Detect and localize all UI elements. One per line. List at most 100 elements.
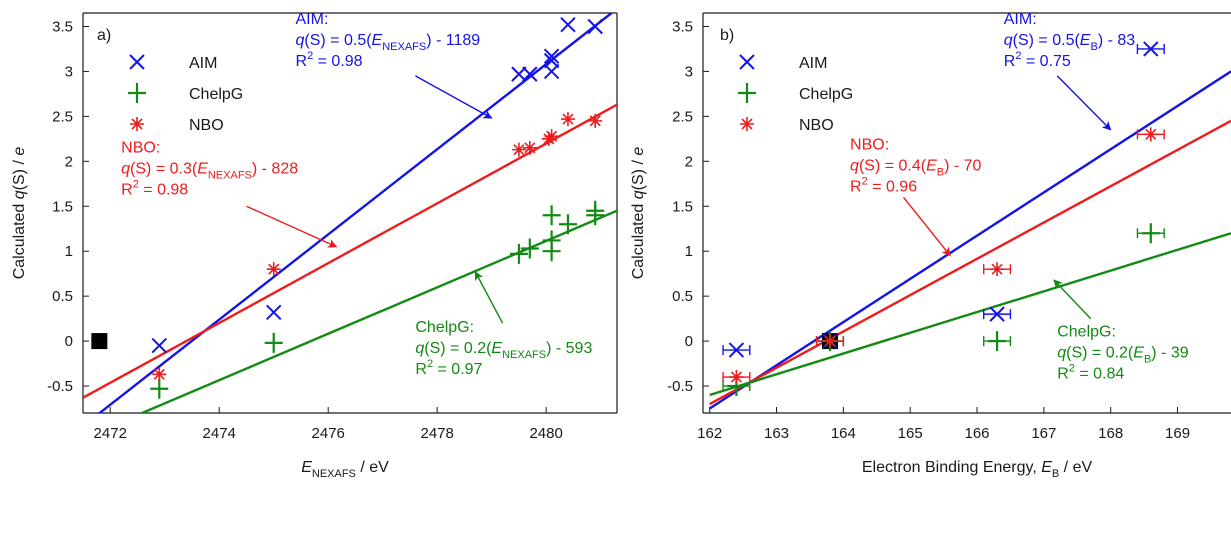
- annotation-line-chelpg: R2 = 0.84: [1057, 363, 1124, 383]
- x-tick-label-a: 2478: [420, 425, 453, 442]
- fit-line-nbo: [83, 103, 617, 399]
- y-tick-label-a: 0: [65, 333, 73, 350]
- x-tick-label-a: 2476: [312, 425, 345, 442]
- y-axis-title-a: Calculated q(S) / e: [11, 147, 28, 280]
- point-aim: [543, 48, 560, 64]
- point-nbo: [511, 142, 526, 157]
- y-tick-label-a: 2: [65, 153, 73, 170]
- x-tick-label-b: 163: [764, 425, 789, 442]
- annotation-line-aim: AIM:: [296, 11, 329, 28]
- y-tick-label-b: 0: [685, 333, 693, 350]
- x-tick-label-a: 2474: [203, 425, 236, 442]
- point-chelpg: [542, 205, 561, 226]
- point-chelpg: [520, 238, 539, 259]
- annotation-line-nbo: R2 = 0.98: [121, 178, 188, 198]
- legend-marker-nbo: [740, 117, 754, 131]
- data-points-b: [722, 41, 1165, 397]
- point-aim: [728, 342, 745, 358]
- y-tick-label-a: 1: [65, 243, 73, 260]
- y-tick-label-a: 3: [65, 63, 73, 80]
- annotation-line-nbo: q(S) = 0.3(ENEXAFS) - 828: [121, 160, 298, 181]
- point-aim: [543, 52, 560, 69]
- y-tick-label-b: -0.5: [667, 378, 693, 395]
- legend-label-nbo: NBO: [799, 117, 834, 134]
- reference-point: [91, 333, 108, 350]
- annotation-line-nbo: NBO:: [850, 137, 889, 154]
- annotation-line-chelpg: ChelpG:: [415, 319, 474, 336]
- annotation-line-aim: R2 = 0.98: [296, 50, 363, 70]
- point-chelpg: [264, 332, 283, 353]
- legend-label-aim: AIM: [189, 55, 217, 72]
- point-aim: [266, 304, 282, 321]
- panel-a: 2472 2474 2476 2478 2480 -0.5 0 0.5 1 1.5 2 2.5 3 3.5…: [11, 11, 618, 480]
- point-aim: [1143, 41, 1159, 57]
- x-tick-label-b: 164: [831, 425, 856, 442]
- annotation-line-aim: AIM:: [1004, 11, 1037, 28]
- legend-label-nbo: NBO: [189, 117, 224, 134]
- annotation-line-chelpg: ChelpG:: [1057, 324, 1116, 341]
- point-nbo: [152, 367, 167, 382]
- y-tick-label-b: 0.5: [672, 288, 693, 305]
- annotation-line-nbo: R2 = 0.96: [850, 176, 917, 196]
- annotation-line-nbo: NBO:: [121, 139, 160, 156]
- x-tick-label-b: 162: [697, 425, 722, 442]
- annotation-line-aim: R2 = 0.75: [1004, 50, 1071, 70]
- panel-label-b: b): [720, 27, 734, 44]
- x-tick-label-b: 168: [1098, 425, 1123, 442]
- annotation-line-chelpg: q(S) = 0.2(EB) - 39: [1057, 345, 1189, 366]
- annotation-line-chelpg: R2 = 0.97: [415, 358, 482, 378]
- point-nbo: [990, 262, 1005, 277]
- legend-label-chelpg: ChelpG: [189, 86, 243, 103]
- annotation-line-aim: q(S) = 0.5(EB) - 83: [1004, 32, 1136, 53]
- fit-line-aim: [709, 70, 1231, 410]
- x-tick-label-b: 166: [965, 425, 990, 442]
- point-chelpg: [1141, 223, 1160, 244]
- point-aim: [522, 66, 538, 82]
- point-nbo: [1143, 127, 1158, 142]
- point-nbo: [560, 112, 575, 127]
- annotation-arrow-chelpg: [474, 271, 504, 324]
- x-axis-title-b: Electron Binding Energy, EB / eV: [862, 459, 1093, 480]
- annotation-arrow-nbo: [902, 196, 951, 257]
- legend-marker-aim: [129, 54, 145, 70]
- annotation-line-aim: q(S) = 0.5(ENEXAFS) - 1189: [296, 32, 481, 53]
- point-chelpg: [150, 378, 169, 399]
- annotation-arrow-aim: [1056, 75, 1112, 131]
- annotation-line-nbo: q(S) = 0.4(EB) - 70: [850, 158, 982, 179]
- point-nbo: [588, 113, 603, 128]
- legend-label-aim: AIM: [799, 55, 827, 72]
- point-chelpg: [509, 243, 528, 264]
- y-tick-label-a: -0.5: [47, 378, 73, 395]
- legend-marker-nbo: [130, 117, 144, 131]
- panel-label-a: a): [97, 27, 111, 44]
- point-nbo: [544, 129, 559, 144]
- point-nbo: [822, 334, 837, 349]
- point-nbo: [266, 262, 281, 277]
- x-tick-label-a: 2480: [529, 425, 562, 442]
- data-points-a: [150, 16, 605, 399]
- annotation-arrow-aim: [415, 75, 493, 119]
- legend-marker-chelpg: [738, 83, 756, 103]
- y-tick-label-b: 1.5: [672, 198, 693, 215]
- annotation-arrow-chelpg: [1053, 279, 1092, 320]
- y-tick-label-b: 3: [685, 63, 693, 80]
- x-tick-label-b: 169: [1165, 425, 1190, 442]
- legend-marker-aim: [739, 54, 755, 70]
- y-tick-label-a: 2.5: [52, 108, 73, 125]
- y-tick-label-a: 1.5: [52, 198, 73, 215]
- y-tick-label-b: 2: [685, 153, 693, 170]
- y-tick-label-a: 3.5: [52, 18, 73, 35]
- point-chelpg: [542, 230, 561, 251]
- point-aim: [560, 16, 576, 33]
- point-aim: [587, 18, 603, 35]
- annotation-line-chelpg: q(S) = 0.2(ENEXAFS) - 593: [415, 340, 592, 361]
- fit-line-chelpg: [139, 209, 617, 413]
- point-chelpg: [586, 200, 605, 221]
- point-nbo: [522, 140, 537, 155]
